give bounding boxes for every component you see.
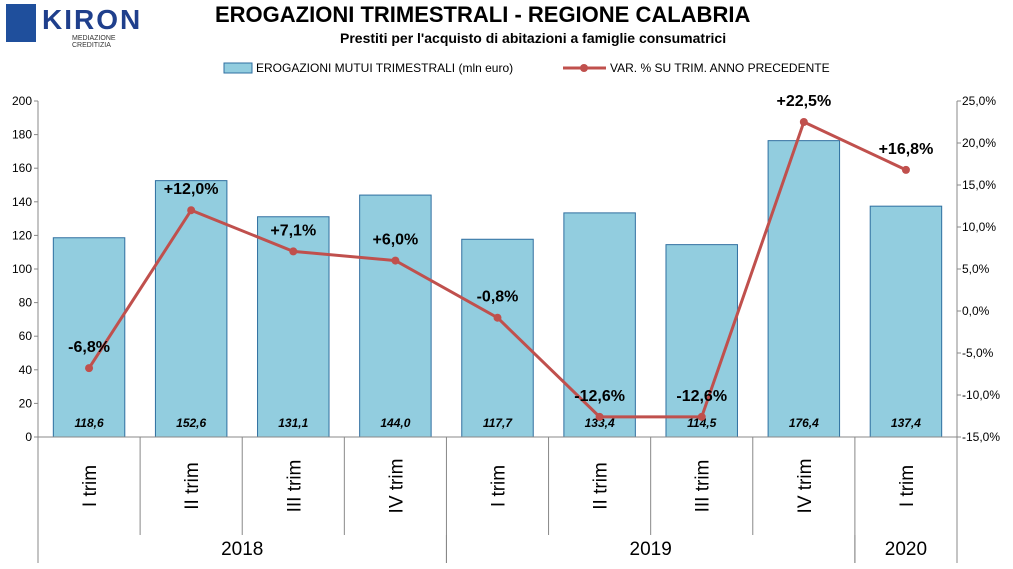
y2-tick-label: -5,0% [962,346,994,360]
variation-point [697,412,706,421]
category-label: III trim [693,460,714,513]
variation-point [595,412,604,421]
category-label: I trim [897,465,918,507]
legend-bar-swatch [223,62,253,74]
y-tick-label: 200 [12,94,32,108]
y-tick-label: 0 [25,430,32,444]
chart-title: EROGAZIONI TRIMESTRALI - REGIONE CALABRI… [215,2,751,27]
variation-label: +7,1% [270,222,316,239]
bar-value-label: 144,0 [380,416,410,430]
variation-point [289,247,298,256]
category-label: II trim [591,462,612,510]
bar-value-label: 137,4 [891,416,921,430]
logo-tagline: MEDIAZIONE CREDITIZIA [72,35,116,49]
variation-point [187,206,196,215]
year-label: 2019 [630,539,672,560]
y2-tick-label: 20,0% [962,136,996,150]
y2-tick-label: -10,0% [962,388,1000,402]
year-label: 2020 [885,539,927,560]
variation-label: +16,8% [879,141,934,158]
y2-tick-label: 0,0% [962,304,990,318]
variation-label: -6,8% [68,339,110,356]
category-label: II trim [182,462,203,510]
bar-value-label: 117,7 [483,416,513,430]
variation-point [799,118,808,126]
variation-label: -0,8% [477,289,519,306]
bar [665,244,738,438]
bar [461,238,534,438]
bar-value-label: 131,1 [278,416,308,430]
bar-value-label: 118,6 [74,416,103,430]
category-label: IV trim [386,459,407,514]
variation-label: +12,0% [164,181,219,198]
logo-mark [6,4,36,42]
y-tick-label: 20 [19,396,33,410]
logo-word: KIRON [42,4,143,35]
bar-value-label: 152,6 [176,416,206,430]
variation-point [493,313,502,322]
chart-subtitle: Prestiti per l'acquisto di abitazioni a … [340,30,727,46]
y2-tick-label: 5,0% [962,262,990,276]
bar-value-label: 133,4 [585,416,615,430]
y-tick-label: 60 [19,329,33,343]
kiron-logo: KIRON MEDIAZIONE CREDITIZIA [6,4,156,49]
category-label: I trim [80,465,101,507]
y2-tick-label: 15,0% [962,178,996,192]
variation-point [901,165,910,174]
variation-label: +6,0% [372,232,418,249]
y2-tick-label: -15,0% [962,430,1000,444]
variation-label: -12,6% [676,388,727,405]
bar [154,180,228,438]
legend-line-marker [580,64,588,72]
variation-point [391,256,400,265]
year-label: 2018 [221,539,263,560]
bar [52,237,126,438]
bar-value-label: 176,4 [789,416,819,430]
y-tick-label: 120 [12,228,32,242]
category-label: IV trim [795,459,816,514]
category-label: III trim [284,460,305,513]
bar [869,205,943,438]
bar [767,140,841,438]
y2-tick-label: 25,0% [962,94,996,108]
y-tick-label: 40 [19,363,33,377]
legend-line-label: VAR. % SU TRIM. ANNO PRECEDENTE [610,61,830,75]
variation-label: -12,6% [574,388,625,405]
y-tick-label: 100 [12,262,32,276]
y-tick-label: 160 [12,161,32,175]
y-tick-label: 80 [19,296,33,310]
bar [359,194,432,438]
y-tick-label: 180 [12,128,32,142]
legend-bar-label: EROGAZIONI MUTUI TRIMESTRALI (mln euro) [256,61,513,75]
category-label: I trim [489,465,510,507]
bar-value-label: 114,5 [687,416,716,430]
y-tick-label: 140 [12,195,32,209]
variation-label: +22,5% [776,93,831,110]
variation-point [85,364,94,373]
bar [563,212,636,438]
y2-tick-label: 10,0% [962,220,996,234]
